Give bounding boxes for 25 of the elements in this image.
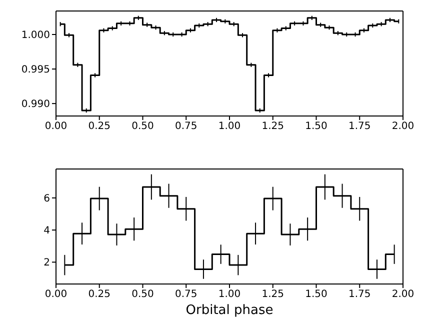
x-tick-label: 0.75 [174,289,198,300]
x-axis-title: Orbital phase [186,303,274,318]
x-tick-label: 1.00 [218,289,241,300]
x-tick-label: 1.75 [348,121,371,132]
y-tick-label: 2 [44,258,50,269]
y-tick-label: 0.990 [21,99,50,110]
x-tick-label: 0.50 [132,121,154,132]
x-tick-label: 0.00 [44,121,68,132]
y-tick-label: 4 [44,226,50,237]
y-tick-label: 1.000 [21,30,50,42]
x-tick-label: 0.25 [88,121,111,132]
x-tick-label: 0.50 [132,289,154,300]
x-tick-label: 0.00 [44,289,68,300]
y-tick-label: 6 [44,193,50,204]
x-tick-label: 1.25 [262,289,284,300]
y-tick-label: 0.995 [21,64,50,76]
x-tick-label: 1.00 [218,121,241,132]
x-tick-label: 1.25 [262,121,284,132]
x-tick-label: 2.00 [392,121,414,132]
x-tick-label: 1.75 [348,289,371,300]
x-tick-label: 1.50 [305,289,328,300]
x-tick-label: 0.75 [174,121,198,132]
x-tick-label: 1.50 [305,121,328,132]
x-tick-label: 2.00 [392,289,414,300]
x-tick-label: 0.25 [88,289,111,300]
